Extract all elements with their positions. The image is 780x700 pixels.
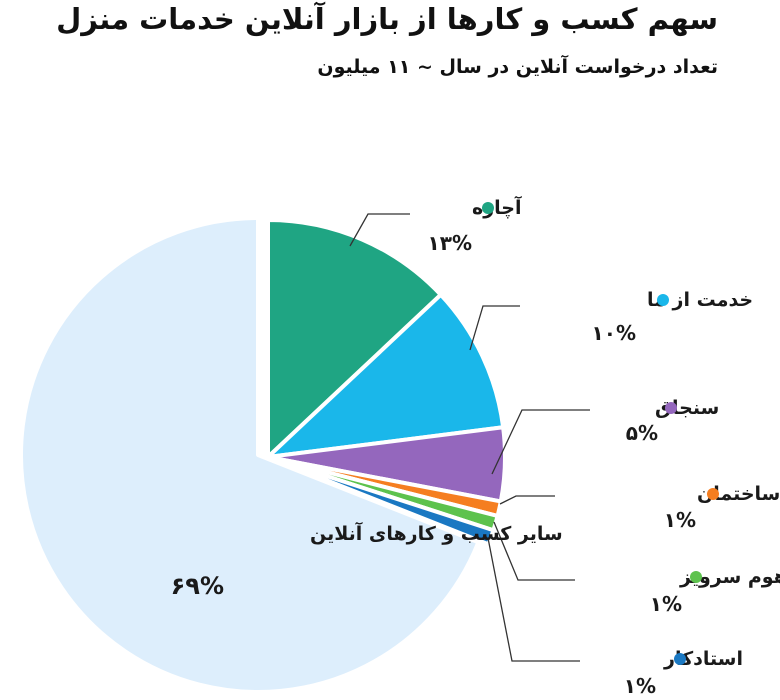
pie-slice [266,455,496,547]
pie-slice [19,216,481,694]
leader-line [487,537,580,662]
slice-value-label: ۱۰% [592,321,636,345]
legend-dot [482,202,494,214]
slice-name-label: استادکار [663,648,743,670]
legend-dot [665,402,677,414]
legend-dot [707,488,719,500]
slice-value-label: ۵% [626,421,658,445]
leader-line [499,495,555,505]
legend-dot [674,653,686,665]
slice-name-label: سنجاق [655,397,719,419]
slice-value-label: ۱۳% [428,231,472,255]
slice-name-label: خدمت از ما [647,289,753,311]
leader-line [469,305,520,351]
leader-lines [349,213,590,662]
leader-line [349,213,410,247]
pie-slice [266,292,506,459]
leader-line [491,409,590,475]
chart-title: سهم کسب و کارها از بازار آنلاین خدمات من… [56,2,718,36]
pie-slice [266,218,443,459]
slice-value-label: ۱% [664,508,696,532]
slice-name-label: هوم سرویز [679,566,780,588]
slice-value-label: ۶۹% [171,572,224,600]
slice-value-label: ۱% [650,592,682,616]
slice-name-label: سایر کسب و کارهای آنلاین [310,521,563,545]
leader-line [493,521,575,581]
legend-dot [657,294,669,306]
slice-name-label: سلام ساختمان [697,483,780,505]
legend-dot [690,571,702,583]
slice-name-label: آچاره [472,195,522,219]
pie-slices [19,216,507,694]
chart-subtitle: تعداد درخواست آنلاین در سال ~ ۱۱ میلیون [317,56,718,78]
slice-value-label: ۱% [624,674,656,698]
